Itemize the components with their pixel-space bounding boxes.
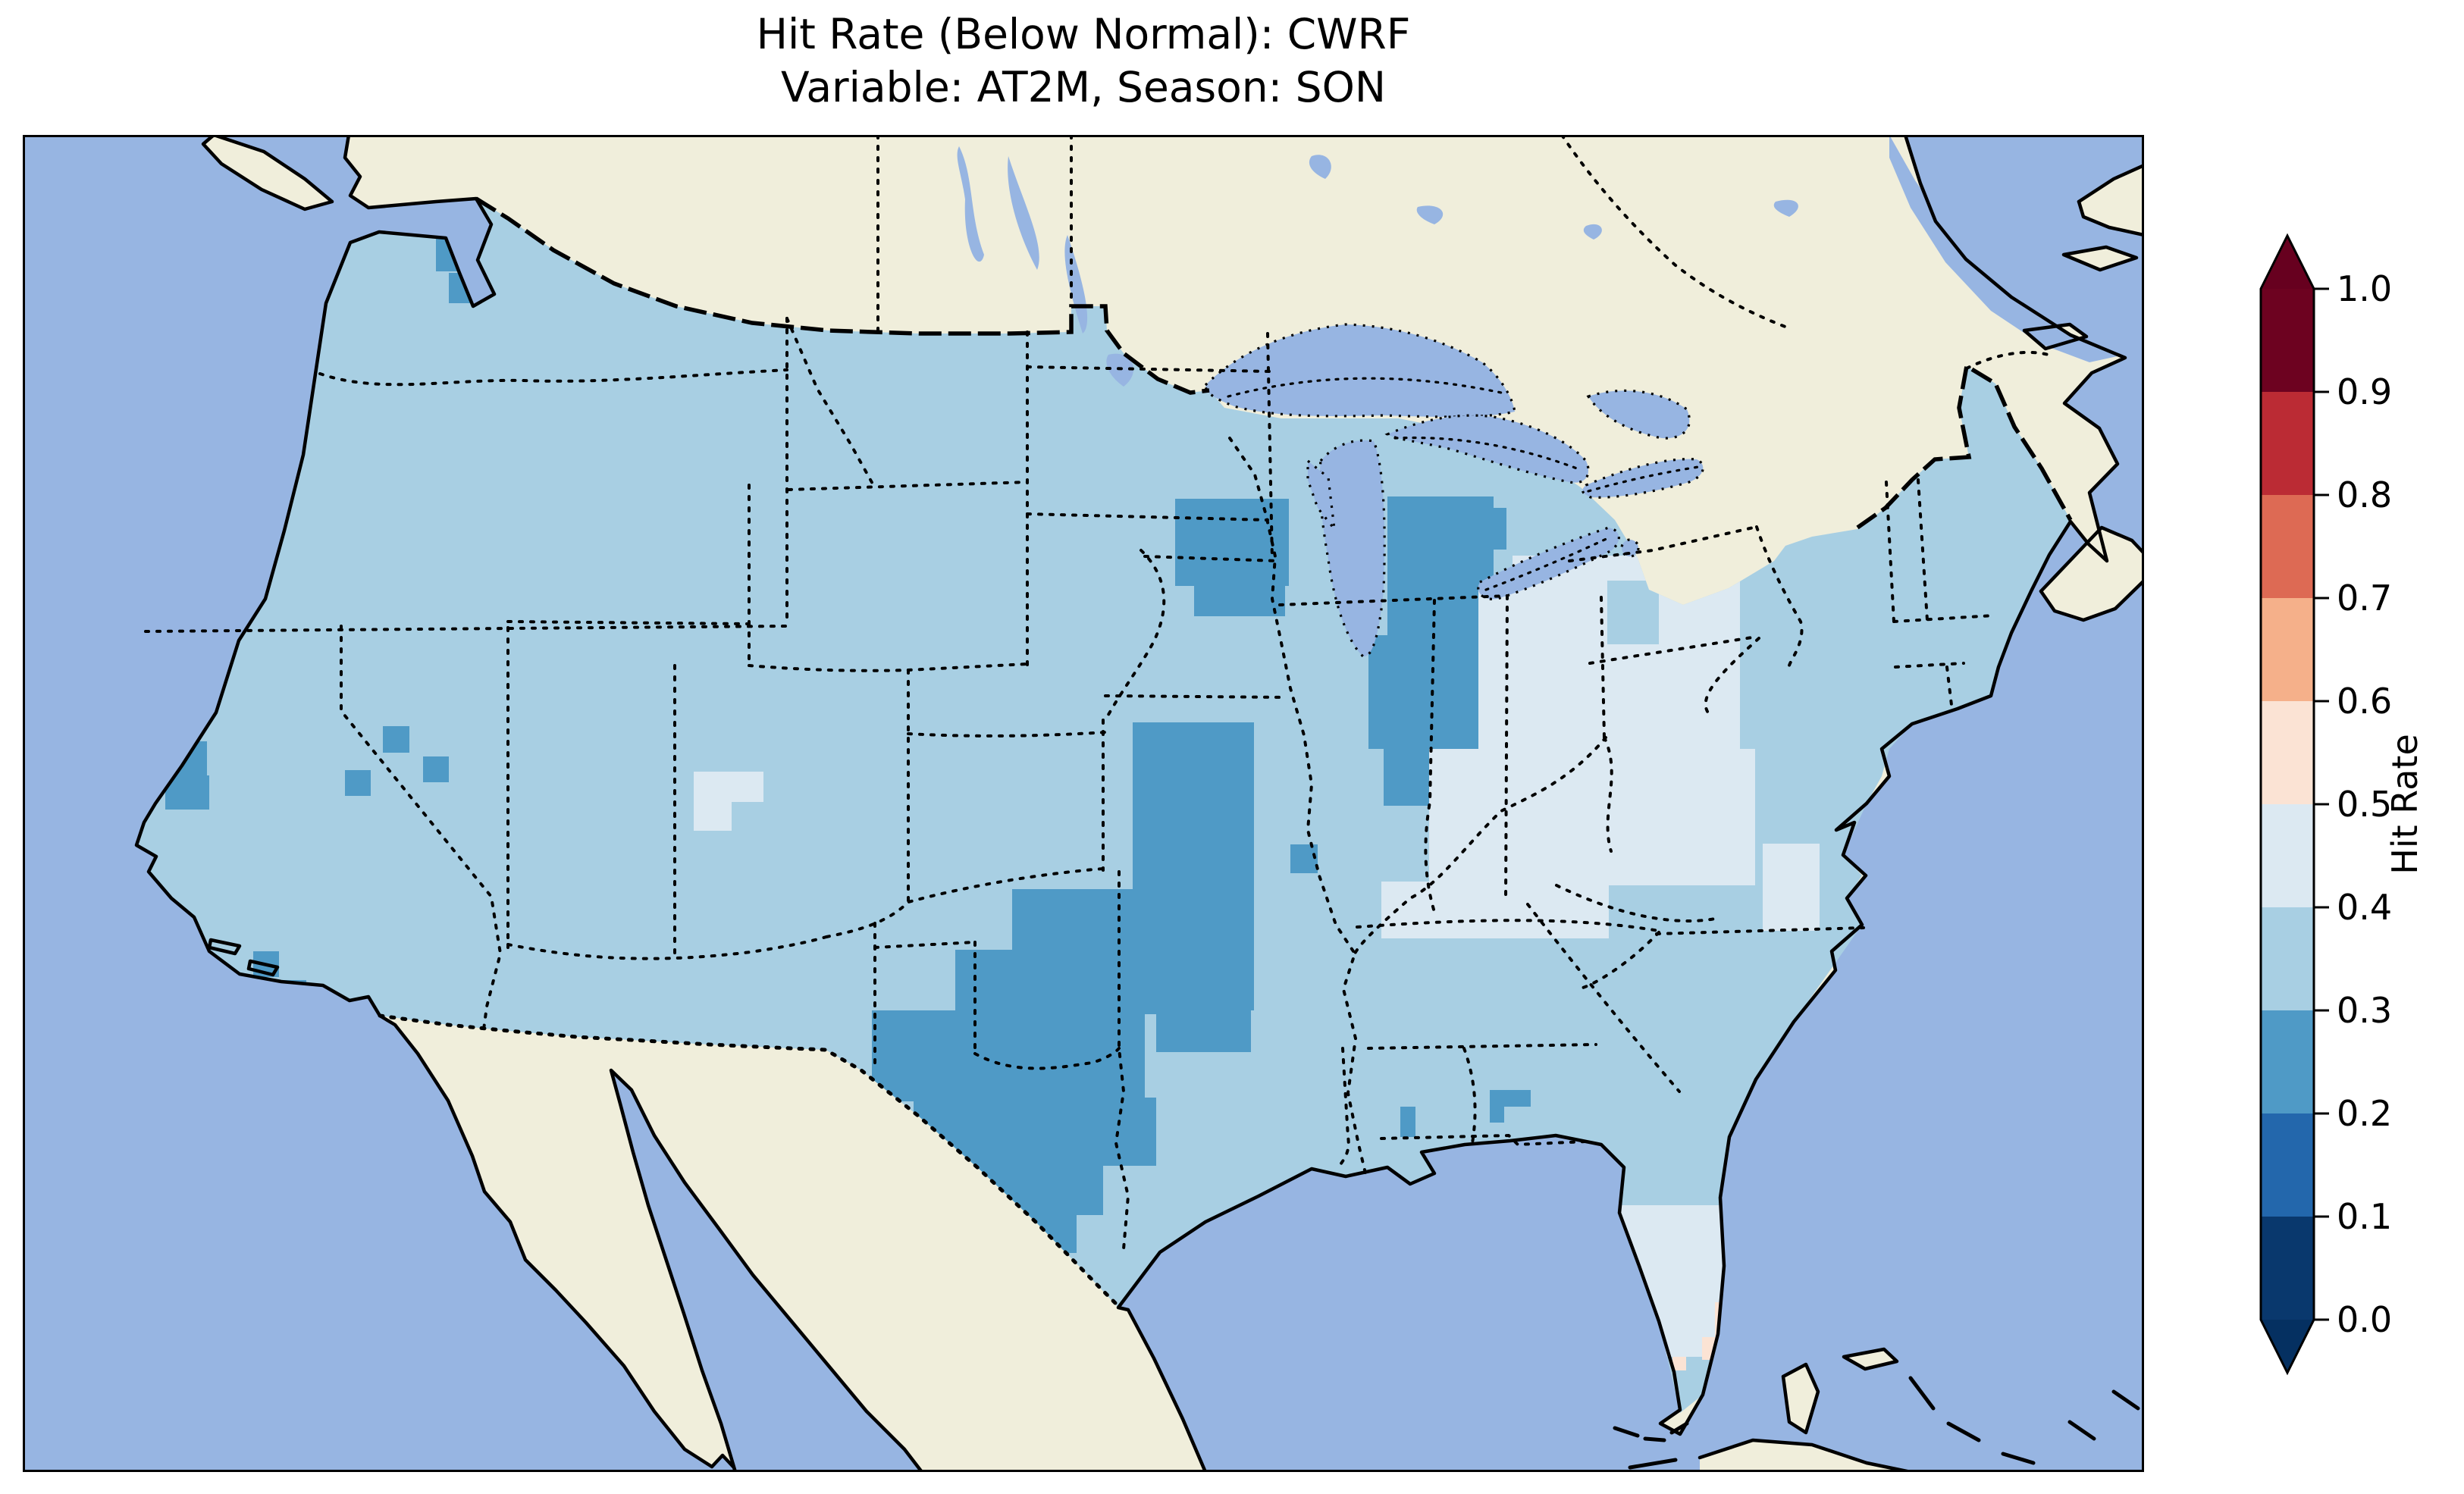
quebec-lake <box>1773 199 1798 217</box>
hit-rate-cell-0.2-0.3 <box>1290 844 1318 873</box>
colorbar-tick-label: 0.1 <box>2337 1196 2392 1237</box>
colorbar-tick-label: 0.9 <box>2337 371 2392 412</box>
colorbar-bin-0.5-0.6 <box>2261 701 2314 804</box>
canadian-lake-2 <box>1008 156 1039 270</box>
lake-erie <box>1477 526 1620 601</box>
map-canvas <box>23 135 2144 1472</box>
florida-keys-2 <box>1643 1436 1666 1442</box>
hit-rate-cell-0.3-0.4 <box>1607 581 1659 644</box>
canadian-lake-4 <box>1309 155 1331 179</box>
bahama-cay-4 <box>2067 1420 2096 1441</box>
canadian-lake-5 <box>1416 205 1444 224</box>
nova-scotia <box>2041 528 2144 620</box>
florida-keys-1 <box>1613 1426 1640 1438</box>
lake-st-clair <box>1620 538 1640 558</box>
bahama-cay-3 <box>2001 1452 2036 1465</box>
lake-of-the-woods <box>1106 353 1134 387</box>
colorbar-tick-label: 0.7 <box>2337 578 2392 619</box>
islands <box>203 135 2144 1472</box>
st-lawrence-river <box>1889 135 2124 362</box>
colorbar: 1.0 0.9 0.8 0.7 0.6 0.5 0.4 0.3 0.2 0.1 0.0 <box>2255 230 2452 1382</box>
colorbar-tick-label: 1.0 <box>2337 268 2392 309</box>
us-canada-border-east <box>1856 362 2073 530</box>
colorbar-extend-over <box>2261 236 2314 289</box>
hit-rate-cell-0.2-0.3 <box>1400 1107 1415 1137</box>
hit-rate-cell-0.2-0.3 <box>1490 1090 1531 1107</box>
hit-rate-cell-0.2-0.3 <box>872 1010 1145 1101</box>
vancouver-island <box>203 135 332 209</box>
lakes <box>957 135 2124 658</box>
colorbar-bin-0.6-0.7 <box>2261 598 2314 701</box>
colorbar-bin-0.7-0.8 <box>2261 495 2314 598</box>
hit-rate-cell-0.4-0.5 <box>694 772 763 802</box>
colorbar-tick-label: 0.3 <box>2337 990 2392 1031</box>
hit-rate-cell-0.5-0.6 <box>1672 1357 1686 1370</box>
colorbar-axis-label: Hit Rate <box>2384 734 2425 875</box>
hit-rate-cell-0.2-0.3 <box>1194 567 1285 616</box>
map-axes <box>23 135 2144 1472</box>
island-coastlines <box>201 135 2144 1472</box>
colorbar-bin-0.8-0.9 <box>2261 392 2314 495</box>
lake-huron <box>1384 414 1590 484</box>
bahama-cay-5 <box>2111 1389 2140 1411</box>
colorbar-tick-label: 0.2 <box>2337 1093 2392 1134</box>
georgian-bay <box>1586 389 1691 440</box>
colorbar-bin-0.1-0.2 <box>2261 1113 2314 1217</box>
cuba-west-coast <box>1628 1458 1678 1470</box>
newfoundland-corner <box>2079 165 2144 235</box>
hit-rate-cell-0.4-0.5 <box>1381 882 1609 938</box>
green-bay <box>1306 458 1337 534</box>
hit-rate-cell-0.2-0.3 <box>1490 1107 1504 1123</box>
colorbar-tick-label: 0.0 <box>2337 1299 2392 1340</box>
hit-rate-cell-0.2-0.3 <box>383 726 409 753</box>
figure-title: Hit Rate (Below Normal): CWRF Variable: … <box>23 8 2144 114</box>
map-frame <box>23 135 2144 1472</box>
colorbar-tick-label: 0.4 <box>2337 887 2392 928</box>
hit-rate-cell-0.4-0.5 <box>1763 844 1820 931</box>
hit-rate-cell-0.2-0.3 <box>345 770 371 796</box>
hit-rate-cell-0.2-0.3 <box>423 756 449 782</box>
us-canada-border-west <box>475 196 1210 395</box>
hit-rate-cell-0.2-0.3 <box>1012 889 1133 954</box>
colorbar-extend-under <box>2261 1320 2314 1373</box>
colorbar-bin-0.2-0.3 <box>2261 1010 2314 1113</box>
bahama-cay-1 <box>1908 1376 1936 1411</box>
colorbar-segments <box>2261 236 2314 1373</box>
colorbar-tick-label: 0.5 <box>2337 784 2392 825</box>
cuba <box>1700 1440 1911 1472</box>
title-line-2: Variable: AT2M, Season: SON <box>780 63 1387 112</box>
colorbar-ticks: 1.0 0.9 0.8 0.7 0.6 0.5 0.4 0.3 0.2 0.1 0.0 <box>2314 268 2392 1340</box>
canadian-lake-1 <box>957 146 984 262</box>
lake-superior <box>1204 323 1516 418</box>
lake-michigan <box>1318 439 1386 658</box>
colorbar-bin-0.9-1.0 <box>2261 289 2314 392</box>
colorbar-tick-label: 0.6 <box>2337 681 2392 722</box>
lake-boundaries <box>1227 377 1700 591</box>
florida-keys-3 <box>1669 1421 1689 1435</box>
colorbar-tick-label: 0.8 <box>2337 475 2392 515</box>
hit-rate-cell-0.2-0.3 <box>1475 508 1506 550</box>
title-line-1: Hit Rate (Below Normal): CWRF <box>756 10 1411 58</box>
us-mexico-border <box>378 1013 1121 1308</box>
canadian-lake-6 <box>1583 224 1602 240</box>
small-island-chains <box>1613 1376 2140 1470</box>
colorbar-bin-0.4-0.5 <box>2261 804 2314 907</box>
state-borders <box>144 135 2050 1251</box>
colorbar-canvas: 1.0 0.9 0.8 0.7 0.6 0.5 0.4 0.3 0.2 0.1 0.0 <box>2259 233 2392 1376</box>
hit-rate-cell-0.2-0.3 <box>955 950 1183 1014</box>
colorbar-bin-0.3-0.4 <box>2261 907 2314 1010</box>
hit-rate-cell-0.4-0.5 <box>1429 749 1755 885</box>
bahama-cay-2 <box>1946 1421 1981 1442</box>
colorbar-bin-0.0-0.1 <box>2261 1217 2314 1320</box>
